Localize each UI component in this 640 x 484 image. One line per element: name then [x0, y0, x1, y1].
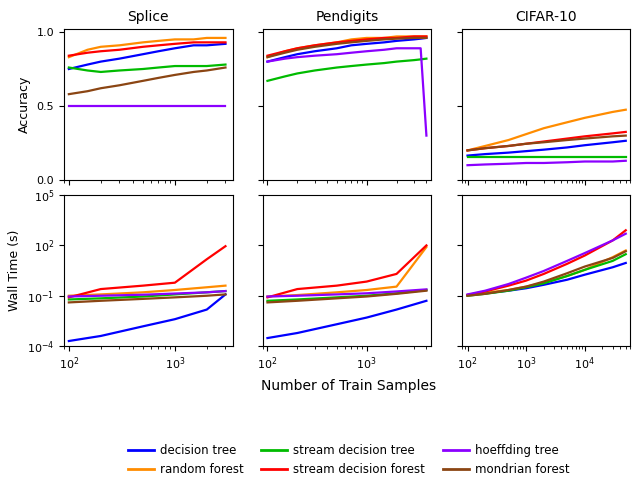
Y-axis label: Wall Time (s): Wall Time (s): [8, 230, 21, 311]
Title: Splice: Splice: [127, 10, 169, 24]
Title: Pendigits: Pendigits: [316, 10, 379, 24]
Y-axis label: Accuracy: Accuracy: [18, 76, 31, 133]
Legend: decision tree, random forest, stream decision tree, stream decision forest, hoef: decision tree, random forest, stream dec…: [128, 444, 570, 476]
Text: Number of Train Samples: Number of Train Samples: [261, 378, 436, 393]
Title: CIFAR-10: CIFAR-10: [515, 10, 577, 24]
